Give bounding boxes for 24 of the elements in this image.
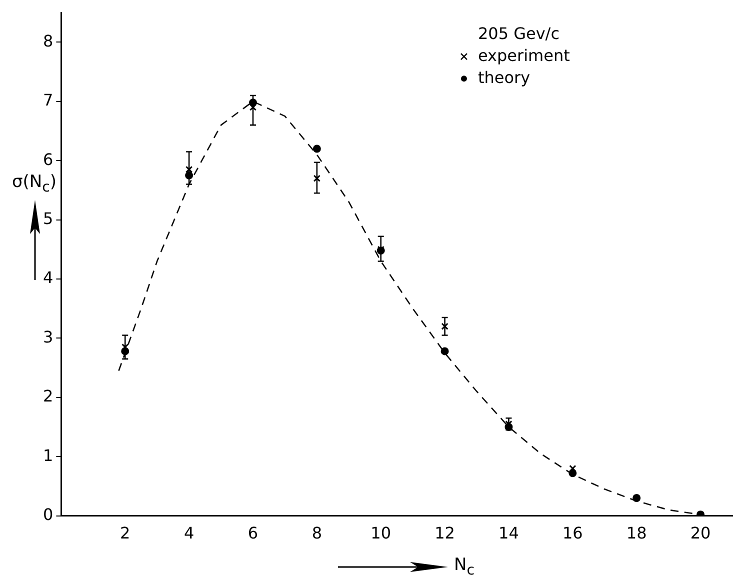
y-tick-label: 8 — [42, 31, 54, 50]
y-tick-label: 6 — [42, 150, 54, 169]
x-tick-label: 4 — [184, 524, 194, 543]
y-tick-label: 4 — [42, 268, 54, 288]
y-tick-label: 3 — [42, 327, 54, 346]
x-tick-label: 8 — [312, 524, 322, 543]
legend-title: 205 Gev/c — [478, 24, 560, 43]
x-tick-label: 18 — [626, 524, 647, 543]
y-tick-label: 1 — [42, 446, 54, 465]
legend-label: theory — [478, 68, 530, 87]
x-tick-label: 6 — [248, 524, 258, 543]
x-tick-label: 16 — [562, 524, 583, 543]
y-tick-label: 2 — [42, 386, 54, 406]
y-axis-title: σ(N$_{c}$) — [12, 172, 57, 196]
legend-label: experiment — [478, 46, 570, 65]
x-axis-title: N$_{c}$ — [454, 555, 475, 578]
y-tick-label: 5 — [42, 208, 54, 228]
x-tick-label: 14 — [498, 524, 519, 543]
y-tick-label: 7 — [42, 90, 54, 110]
y-tick-label: 0 — [42, 504, 54, 524]
x-tick-label: 20 — [690, 524, 711, 543]
x-tick-label: 2 — [120, 524, 130, 543]
x-tick-label: 12 — [434, 524, 455, 543]
x-tick-label: 10 — [370, 524, 392, 543]
